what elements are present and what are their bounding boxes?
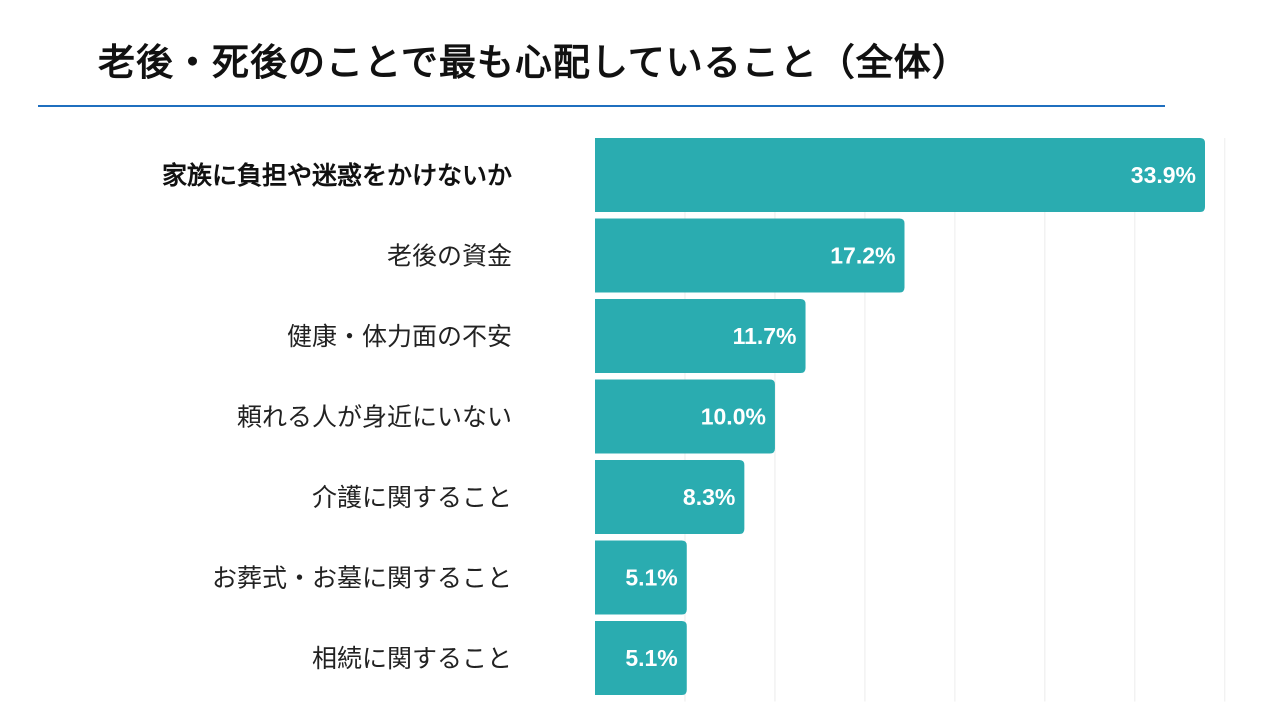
category-label: 健康・体力面の不安 [287, 322, 512, 351]
value-label: 11.7% [733, 323, 797, 349]
value-label: 5.1% [625, 565, 677, 591]
category-label: 老後の資金 [387, 242, 512, 271]
value-label: 5.1% [625, 645, 677, 671]
category-label: 相続に関すること [312, 644, 512, 673]
category-label: 家族に負担や迷惑をかけないか [162, 161, 512, 190]
chart-title: 老後・死後のことで最も心配していること（全体） [98, 41, 970, 84]
bar [595, 299, 806, 373]
bar [595, 218, 905, 293]
title-divider [38, 105, 1165, 107]
value-label: 10.0% [701, 404, 766, 430]
value-label: 17.2% [830, 243, 895, 269]
bar [595, 621, 687, 695]
value-label: 8.3% [683, 484, 735, 510]
value-label: 33.9% [1131, 162, 1196, 188]
category-label: 介護に関すること [312, 483, 512, 512]
bar [595, 460, 745, 534]
bar [595, 138, 1205, 212]
category-label: 頼れる人が身近にいない [237, 403, 512, 432]
bar [595, 379, 775, 454]
bar [595, 540, 687, 615]
category-label: お葬式・お墓に関すること [212, 564, 512, 593]
